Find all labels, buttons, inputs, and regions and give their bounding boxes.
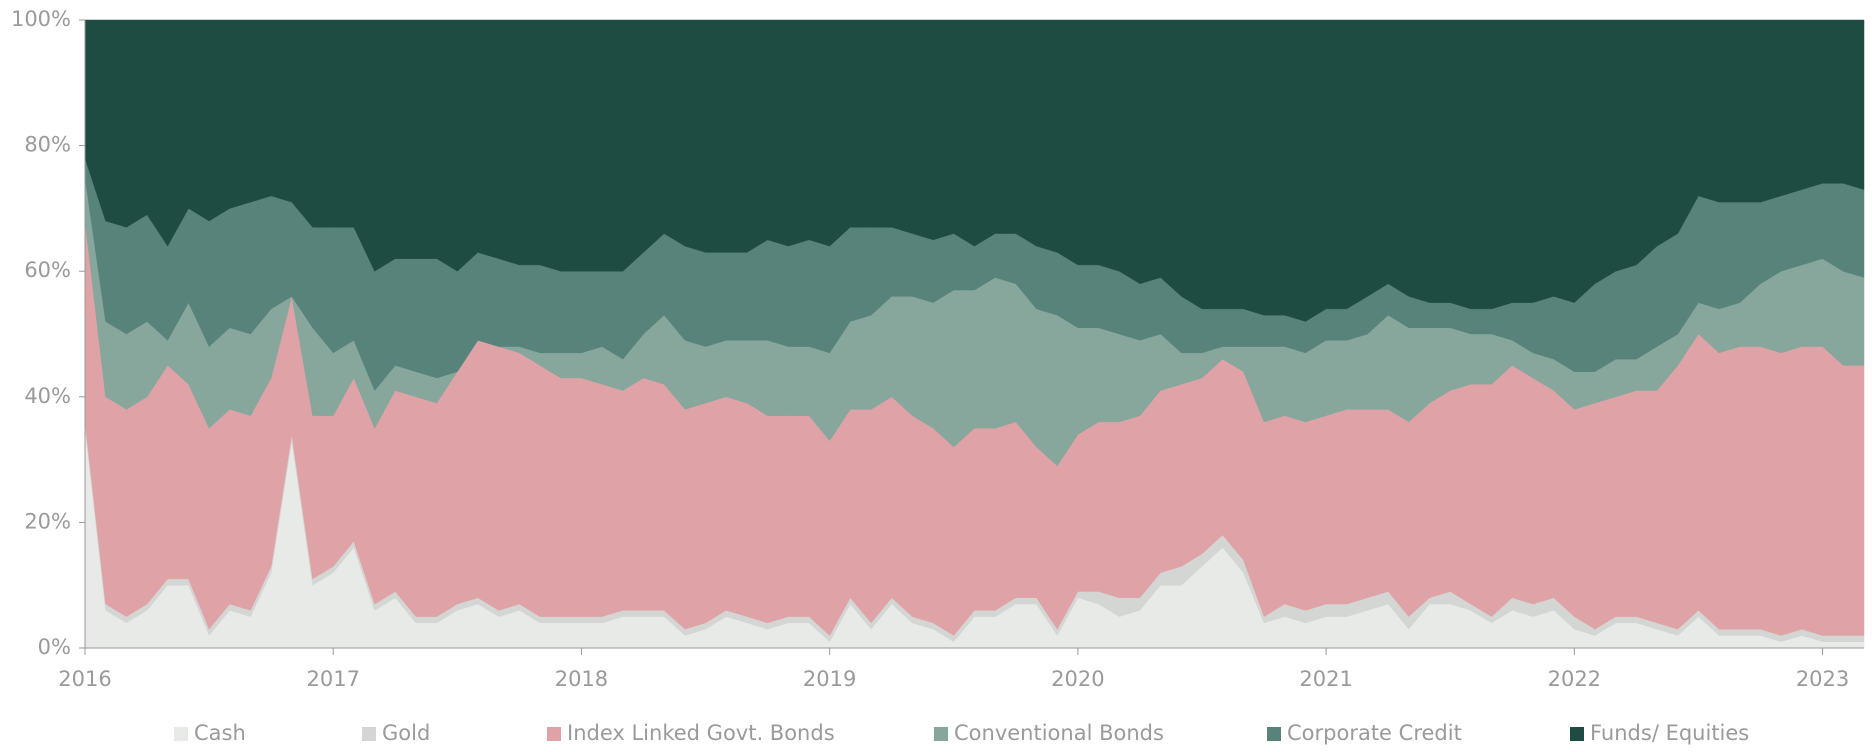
y-tick-label: 100% — [11, 7, 71, 31]
legend-label: Conventional Bonds — [954, 721, 1164, 745]
legend-label: Index Linked Govt. Bonds — [567, 721, 835, 745]
x-tick-label: 2017 — [306, 667, 359, 691]
legend-swatch — [362, 727, 376, 741]
x-tick-label: 2019 — [803, 667, 856, 691]
x-tick-label: 2023 — [1796, 667, 1849, 691]
x-tick-label: 2018 — [555, 667, 608, 691]
legend-swatch — [934, 727, 948, 741]
x-tick-label: 2021 — [1299, 667, 1352, 691]
y-tick-label: 60% — [24, 258, 71, 282]
y-tick-label: 0% — [38, 635, 71, 659]
legend-swatch — [1570, 727, 1584, 741]
legend-swatch — [174, 727, 188, 741]
x-tick-label: 2020 — [1051, 667, 1104, 691]
x-tick-label: 2022 — [1548, 667, 1601, 691]
x-tick-label: 2016 — [58, 667, 111, 691]
y-tick-label: 80% — [24, 133, 71, 157]
legend-label: Cash — [194, 721, 246, 745]
legend-swatch — [547, 727, 561, 741]
y-tick-label: 40% — [24, 384, 71, 408]
legend-label: Corporate Credit — [1287, 721, 1462, 745]
y-tick-label: 20% — [24, 509, 71, 533]
area — [84, 19, 1865, 322]
legend-swatch — [1267, 727, 1281, 741]
legend-label: Funds/ Equities — [1590, 721, 1749, 745]
legend-label: Gold — [382, 721, 430, 745]
